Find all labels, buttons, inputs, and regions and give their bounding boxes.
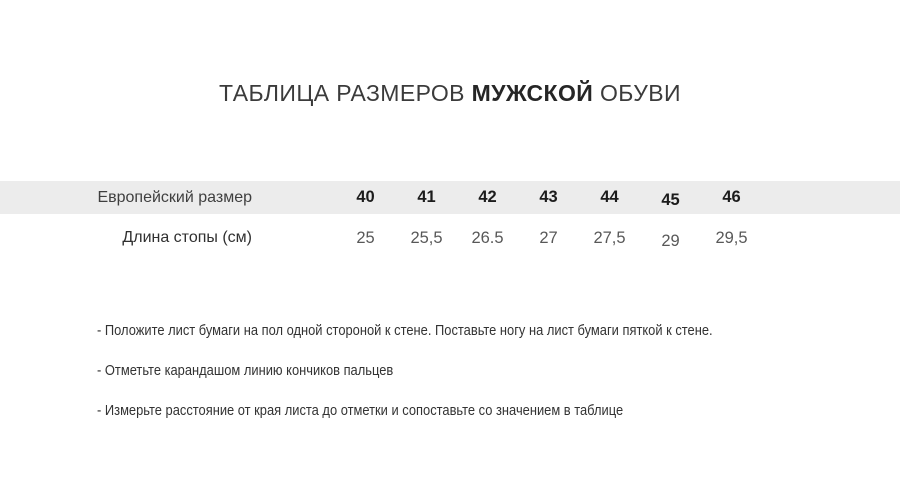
instruction-text-1: - Положите лист бумаги на пол одной стор… <box>97 322 713 339</box>
eu-size-cell: 40 <box>356 188 375 206</box>
foot-length-cell: 27 <box>539 228 558 247</box>
instruction-line-3: - Измерьте расстояние от края листа до о… <box>97 402 709 419</box>
foot-length-cells: 25 25,5 26.5 27 27,5 29 29,5 <box>335 214 762 262</box>
foot-length-cell: 29 <box>661 231 680 250</box>
table-row-eu-size: Европейский размер 40 41 42 43 44 45 46 <box>0 181 900 214</box>
title-suffix: ОБУВИ <box>600 80 681 106</box>
eu-size-cell: 45 <box>661 191 680 209</box>
foot-length-cell: 26.5 <box>471 228 504 247</box>
row-label-foot-length: Длина стопы (см) <box>122 229 252 246</box>
instruction-text-3: - Измерьте расстояние от края листа до о… <box>97 402 624 419</box>
instruction-line-2: - Отметьте карандашом линию кончиков пал… <box>97 362 441 379</box>
eu-size-cell: 42 <box>478 188 497 206</box>
instruction-text-2: - Отметьте карандашом линию кончиков пал… <box>97 362 394 379</box>
eu-size-cell: 41 <box>417 188 436 206</box>
table-row-foot-length: Длина стопы (см) 25 25,5 26.5 27 27,5 29… <box>0 214 900 262</box>
eu-size-cell: 44 <box>600 188 619 206</box>
foot-length-cell: 29,5 <box>715 228 748 247</box>
title-gender-bold: МУЖСКОЙ <box>471 80 594 106</box>
instruction-line-1: - Положите лист бумаги на пол одной стор… <box>97 322 813 339</box>
row-label-eu-size: Европейский размер <box>97 188 252 206</box>
page-title: ТАБЛИЦА РАЗМЕРОВ МУЖСКОЙ ОБУВИ <box>0 80 900 107</box>
title-prefix: ТАБЛИЦА РАЗМЕРОВ <box>219 80 465 106</box>
eu-size-cell: 46 <box>722 188 741 206</box>
eu-size-cell: 43 <box>539 188 558 206</box>
foot-length-cell: 25,5 <box>410 228 443 247</box>
foot-length-cell: 25 <box>356 228 375 247</box>
eu-size-cells: 40 41 42 43 44 45 46 <box>335 181 762 214</box>
foot-length-cell: 27,5 <box>593 228 626 247</box>
